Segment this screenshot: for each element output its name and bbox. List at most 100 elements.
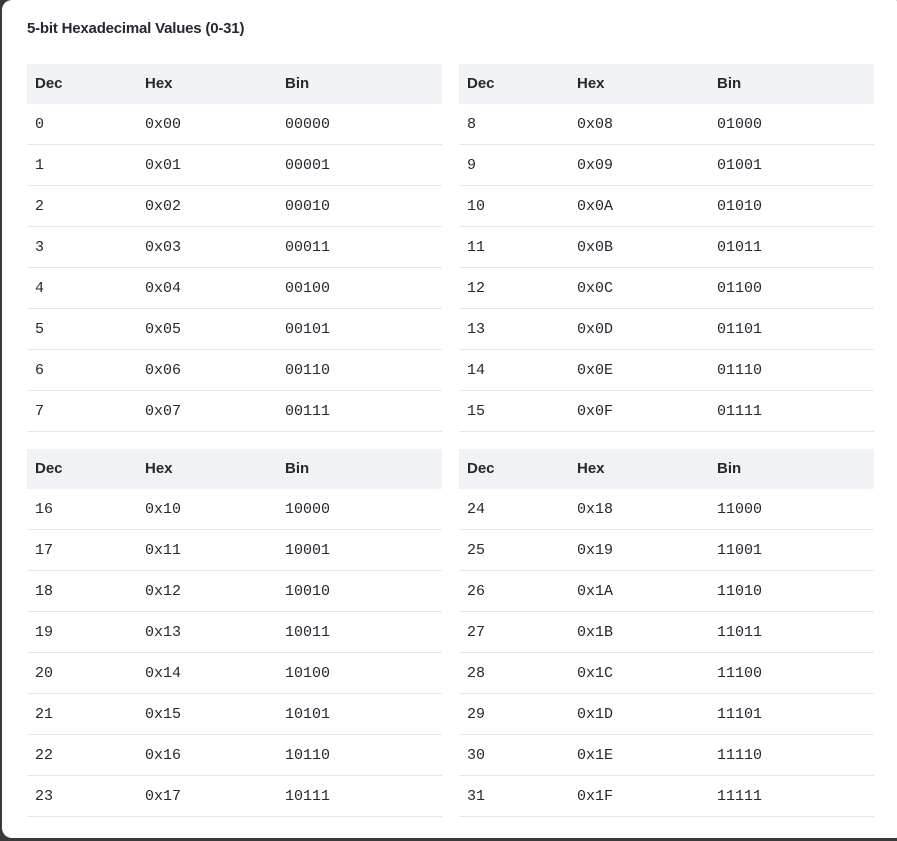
bin-cell: 00010 bbox=[277, 185, 442, 227]
dec-cell: 1 bbox=[27, 144, 137, 186]
table-header-row: Dec Hex Bin bbox=[459, 64, 874, 104]
bin-column-header: Bin bbox=[709, 449, 874, 489]
hex-cell: 0x13 bbox=[137, 611, 277, 653]
bin-cell: 10110 bbox=[277, 734, 442, 776]
dec-cell: 18 bbox=[27, 570, 137, 612]
hex-cell: 0x01 bbox=[137, 144, 277, 186]
hex-cell: 0x0E bbox=[569, 349, 709, 391]
bin-cell: 01011 bbox=[709, 226, 874, 268]
hex-column-header: Hex bbox=[569, 449, 709, 489]
bin-cell: 11001 bbox=[709, 529, 874, 571]
bin-cell: 11100 bbox=[709, 652, 874, 694]
dec-cell: 30 bbox=[459, 734, 569, 776]
hex-cell: 0x0B bbox=[569, 226, 709, 268]
dec-cell: 6 bbox=[27, 349, 137, 391]
table-row: 22 0x16 10110 bbox=[27, 734, 442, 776]
hex-cell: 0x08 bbox=[569, 103, 709, 145]
hex-cell: 0x03 bbox=[137, 226, 277, 268]
table-row: 20 0x14 10100 bbox=[27, 652, 442, 694]
table-row: 3 0x03 00011 bbox=[27, 226, 442, 268]
value-table-8-15: Dec Hex Bin 8 0x08 01000 9 0x09 01001 10 0x0A 01010… bbox=[459, 64, 874, 432]
value-table-0-7: Dec Hex Bin 0 0x00 00000 1 0x01 00001 2 0x02 00010 3… bbox=[27, 64, 442, 432]
table-header-row: Dec Hex Bin bbox=[459, 449, 874, 489]
hex-cell: 0x00 bbox=[137, 103, 277, 145]
table-header-row: Dec Hex Bin bbox=[27, 449, 442, 489]
dec-cell: 23 bbox=[27, 775, 137, 817]
table-row: 30 0x1E 11110 bbox=[459, 734, 874, 776]
bin-cell: 11011 bbox=[709, 611, 874, 653]
table-header-row: Dec Hex Bin bbox=[27, 64, 442, 104]
hex-cell: 0x09 bbox=[569, 144, 709, 186]
dec-cell: 19 bbox=[27, 611, 137, 653]
bin-cell: 01111 bbox=[709, 390, 874, 432]
bin-cell: 11110 bbox=[709, 734, 874, 776]
dec-cell: 26 bbox=[459, 570, 569, 612]
hex-cell: 0x04 bbox=[137, 267, 277, 309]
hex-cell: 0x06 bbox=[137, 349, 277, 391]
bin-cell: 01001 bbox=[709, 144, 874, 186]
bin-cell: 00100 bbox=[277, 267, 442, 309]
table-row: 28 0x1C 11100 bbox=[459, 652, 874, 694]
bin-cell: 10011 bbox=[277, 611, 442, 653]
hex-cell: 0x14 bbox=[137, 652, 277, 694]
table-row: 23 0x17 10111 bbox=[27, 775, 442, 817]
bin-cell: 01101 bbox=[709, 308, 874, 350]
bin-column-header: Bin bbox=[277, 64, 442, 104]
hex-cell: 0x10 bbox=[137, 488, 277, 530]
table-row: 14 0x0E 01110 bbox=[459, 349, 874, 391]
table-row: 19 0x13 10011 bbox=[27, 611, 442, 653]
hex-cell: 0x0F bbox=[569, 390, 709, 432]
hex-cell: 0x05 bbox=[137, 308, 277, 350]
dec-column-header: Dec bbox=[27, 64, 137, 104]
dec-cell: 31 bbox=[459, 775, 569, 817]
hex-cell: 0x0D bbox=[569, 308, 709, 350]
dec-cell: 2 bbox=[27, 185, 137, 227]
dec-cell: 21 bbox=[27, 693, 137, 735]
table-row: 0 0x00 00000 bbox=[27, 103, 442, 145]
bin-cell: 00000 bbox=[277, 103, 442, 145]
table-row: 17 0x11 10001 bbox=[27, 529, 442, 571]
bin-cell: 00111 bbox=[277, 390, 442, 432]
hex-cell: 0x1D bbox=[569, 693, 709, 735]
table-row: 21 0x15 10101 bbox=[27, 693, 442, 735]
dec-cell: 13 bbox=[459, 308, 569, 350]
dec-cell: 10 bbox=[459, 185, 569, 227]
bin-cell: 11101 bbox=[709, 693, 874, 735]
table-row: 15 0x0F 01111 bbox=[459, 390, 874, 432]
hex-cell: 0x15 bbox=[137, 693, 277, 735]
hex-cell: 0x16 bbox=[137, 734, 277, 776]
hex-cell: 0x1A bbox=[569, 570, 709, 612]
bin-cell: 11010 bbox=[709, 570, 874, 612]
bin-cell: 01100 bbox=[709, 267, 874, 309]
dec-cell: 9 bbox=[459, 144, 569, 186]
bin-cell: 00110 bbox=[277, 349, 442, 391]
bin-cell: 00011 bbox=[277, 226, 442, 268]
hex-cell: 0x1C bbox=[569, 652, 709, 694]
dec-cell: 29 bbox=[459, 693, 569, 735]
hex-cell: 0x17 bbox=[137, 775, 277, 817]
dec-cell: 24 bbox=[459, 488, 569, 530]
table-row: 13 0x0D 01101 bbox=[459, 308, 874, 350]
bin-cell: 11111 bbox=[709, 775, 874, 817]
table-row: 7 0x07 00111 bbox=[27, 390, 442, 432]
dec-cell: 5 bbox=[27, 308, 137, 350]
hex-cell: 0x12 bbox=[137, 570, 277, 612]
value-table-16-23: Dec Hex Bin 16 0x10 10000 17 0x11 10001 18 0x12 100… bbox=[27, 449, 442, 817]
hex-cell: 0x11 bbox=[137, 529, 277, 571]
hex-cell: 0x19 bbox=[569, 529, 709, 571]
bin-cell: 00001 bbox=[277, 144, 442, 186]
table-row: 11 0x0B 01011 bbox=[459, 226, 874, 268]
table-row: 6 0x06 00110 bbox=[27, 349, 442, 391]
table-row: 2 0x02 00010 bbox=[27, 185, 442, 227]
table-row: 1 0x01 00001 bbox=[27, 144, 442, 186]
dec-column-header: Dec bbox=[459, 64, 569, 104]
table-row: 8 0x08 01000 bbox=[459, 103, 874, 145]
dec-cell: 22 bbox=[27, 734, 137, 776]
bin-cell: 10101 bbox=[277, 693, 442, 735]
dec-column-header: Dec bbox=[459, 449, 569, 489]
card-title: 5-bit Hexadecimal Values (0-31) bbox=[27, 20, 245, 37]
table-row: 26 0x1A 11010 bbox=[459, 570, 874, 612]
hex-cell: 0x07 bbox=[137, 390, 277, 432]
bin-cell: 00101 bbox=[277, 308, 442, 350]
dec-cell: 11 bbox=[459, 226, 569, 268]
